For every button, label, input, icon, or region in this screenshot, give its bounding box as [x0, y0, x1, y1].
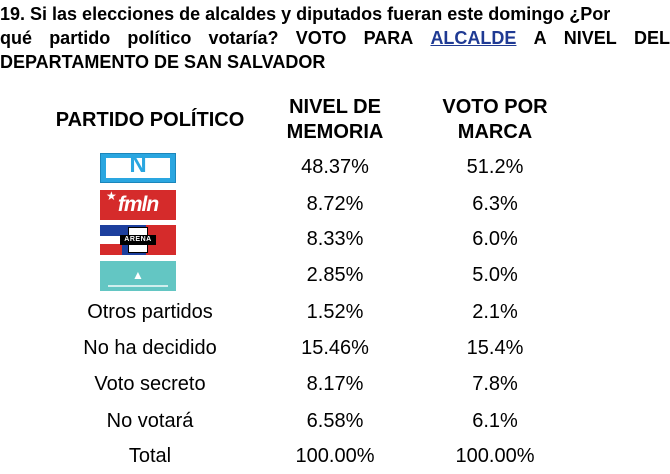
header-marca-line2: MARCA: [457, 121, 533, 143]
header-memoria-line2: MEMORIA: [286, 121, 384, 143]
fmln-logo-text: fmln: [117, 193, 159, 216]
q2-word: NIVEL: [563, 28, 617, 48]
marca-value: 100.00%: [455, 445, 535, 467]
arena-logo: ARENA: [100, 225, 176, 255]
memoria-value: 6.58%: [306, 410, 364, 432]
table-row: ARENA 8.33% 6.0%: [0, 222, 670, 257]
fmln-logo: ★ fmln: [100, 190, 176, 220]
header-voto-marca: VOTO POR MARCA: [425, 95, 565, 145]
table-row: Voto secreto 8.17% 7.8%: [0, 367, 670, 402]
marca-value: 15.4%: [466, 337, 524, 359]
partido-label: No ha decidido: [83, 337, 217, 359]
question-line-1: 19. Si las elecciones de alcaldes y dipu…: [0, 4, 611, 24]
star-icon: ★: [106, 189, 117, 203]
marca-value: 5.0%: [472, 264, 518, 286]
marca-value: 6.0%: [472, 228, 518, 250]
memoria-value: 1.52%: [306, 301, 364, 323]
memoria-value: 8.72%: [306, 193, 364, 215]
q2-word: A: [533, 28, 547, 48]
nuevas-ideas-logo-glyph: N: [129, 151, 147, 178]
marca-value: 6.1%: [472, 410, 518, 432]
marca-value: 51.2%: [466, 156, 524, 178]
header-memoria-line1: NIVEL DE: [289, 96, 381, 118]
marca-value: 6.3%: [472, 193, 518, 215]
partido-label: Total: [128, 445, 172, 467]
memoria-value: 8.33%: [306, 228, 364, 250]
vamos-emblem-icon: ▲: [132, 268, 144, 282]
marca-value: 2.1%: [472, 301, 518, 323]
q2-word: VOTO: [295, 28, 347, 48]
question-text: 19. Si las elecciones de alcaldes y dipu…: [0, 2, 670, 74]
table-row-total: Total 100.00% 100.00%: [0, 439, 670, 474]
q2-word: político: [127, 28, 192, 48]
table-row: ▲ 2.85% 5.0%: [0, 258, 670, 293]
memoria-value: 100.00%: [295, 445, 375, 467]
memoria-value: 48.37%: [301, 156, 369, 178]
memoria-value: 2.85%: [306, 264, 364, 286]
q2-word: DEL: [633, 28, 670, 48]
q2-word: PARA: [363, 28, 414, 48]
vamos-logo: ▲: [100, 261, 176, 291]
header-partido: PARTIDO POLÍTICO: [55, 109, 245, 131]
nuevas-ideas-logo: N: [100, 153, 176, 183]
partido-label: Voto secreto: [94, 373, 206, 395]
table-row: N 48.37% 51.2%: [0, 150, 670, 185]
memoria-value: 15.46%: [301, 337, 369, 359]
header-nivel-memoria: NIVEL DE MEMORIA: [270, 95, 400, 145]
marca-value: 7.8%: [472, 373, 518, 395]
partido-label: Otros partidos: [87, 301, 213, 323]
alcalde-keyword: ALCALDE: [430, 28, 517, 48]
table-row: Otros partidos 1.52% 2.1%: [0, 295, 670, 330]
table-row: No ha decidido 15.46% 15.4%: [0, 331, 670, 366]
arena-logo-text: ARENA: [120, 235, 156, 245]
memoria-value: 8.17%: [306, 373, 364, 395]
header-marca-line1: VOTO POR: [442, 96, 548, 118]
table-row: ★ fmln 8.72% 6.3%: [0, 187, 670, 222]
q2-word: partido: [49, 28, 111, 48]
q2-word: qué: [0, 28, 33, 48]
partido-label: No votará: [106, 410, 194, 432]
question-line-2: qué partido político votaría? VOTO PARA …: [0, 26, 670, 50]
table-row: No votará 6.58% 6.1%: [0, 404, 670, 439]
question-line-3: DEPARTAMENTO DE SAN SALVADOR: [0, 52, 326, 72]
q2-word: votaría?: [208, 28, 279, 48]
